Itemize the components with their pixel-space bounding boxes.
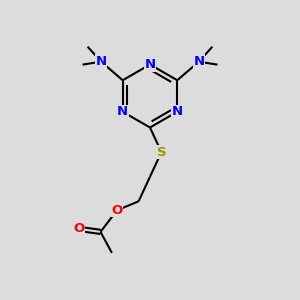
Text: O: O bbox=[73, 222, 85, 236]
Text: N: N bbox=[193, 55, 204, 68]
Text: O: O bbox=[111, 204, 123, 217]
Text: N: N bbox=[117, 105, 128, 118]
Text: N: N bbox=[144, 58, 156, 71]
Text: N: N bbox=[172, 105, 183, 118]
Text: S: S bbox=[157, 146, 166, 159]
Text: N: N bbox=[96, 55, 107, 68]
